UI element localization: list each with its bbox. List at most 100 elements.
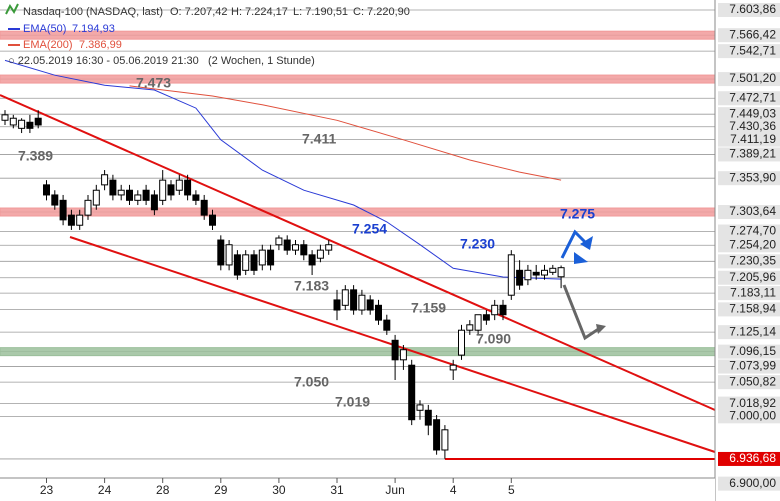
y-tick-label: 7.353,90 bbox=[729, 170, 776, 184]
candle-body bbox=[250, 254, 258, 271]
zone bbox=[0, 74, 716, 84]
y-tick-box bbox=[718, 254, 780, 269]
annotation: 7.254 bbox=[352, 221, 387, 237]
candle-body bbox=[325, 244, 333, 251]
candle-body bbox=[209, 214, 216, 226]
legend-value: 7.194,93 bbox=[72, 23, 115, 35]
ema-line bbox=[129, 85, 562, 181]
y-tick-label: 7.125,14 bbox=[729, 324, 776, 338]
legend-label: EMA(50) bbox=[23, 23, 66, 35]
y-tick-label: 7.254,20 bbox=[729, 237, 776, 251]
trend-line-upper bbox=[0, 94, 716, 411]
y-tick-label: 7.050,82 bbox=[729, 374, 776, 388]
y-tick-box bbox=[718, 375, 780, 390]
candle-body bbox=[18, 119, 26, 129]
candle-body bbox=[59, 199, 67, 221]
candle-body bbox=[9, 117, 17, 126]
y-tick-label: 7.230,35 bbox=[729, 254, 776, 268]
candle-body bbox=[516, 269, 524, 286]
x-tick-label: 31 bbox=[330, 483, 344, 497]
candle-body bbox=[408, 364, 416, 421]
candle-body bbox=[507, 254, 515, 296]
candle-body bbox=[333, 299, 341, 311]
candle-body bbox=[300, 244, 308, 256]
annotation: 7.090 bbox=[476, 331, 511, 347]
annotation: 7.411 bbox=[302, 131, 336, 147]
arrow-head bbox=[580, 236, 593, 250]
y-tick-box bbox=[718, 359, 780, 374]
candle-body bbox=[350, 289, 358, 311]
y-tick-label: 7.389,21 bbox=[729, 147, 776, 161]
candle-body bbox=[482, 314, 490, 321]
header: Nasdaq-100 (NASDAQ, last) O: 7.207,42 H:… bbox=[5, 3, 410, 67]
y-tick-label: 7.303,64 bbox=[729, 204, 776, 218]
annotation: 7.473 bbox=[136, 75, 171, 91]
candle-body bbox=[449, 364, 457, 371]
candle-body bbox=[375, 304, 382, 321]
zone bbox=[0, 347, 716, 357]
y-tick-label: 6.900,00 bbox=[729, 476, 776, 490]
candle-body bbox=[117, 189, 125, 196]
candle-body bbox=[424, 409, 432, 426]
y-tick-label: 7.472,71 bbox=[729, 90, 776, 104]
y-tick-box bbox=[718, 119, 780, 134]
interval: (2 Wochen, 1 Stunde) bbox=[208, 55, 315, 67]
y-tick-label: 7.501,20 bbox=[729, 71, 776, 85]
x-tick-label: 30 bbox=[272, 483, 286, 497]
y-tick-label: 7.183,11 bbox=[730, 285, 776, 299]
instrument: Nasdaq-100 (NASDAQ, last) bbox=[23, 6, 163, 18]
y-tick-box bbox=[718, 28, 780, 43]
y-tick-label: 7.158,94 bbox=[729, 302, 776, 316]
candle-body bbox=[92, 189, 100, 206]
candle-body bbox=[26, 121, 34, 129]
ohlc: H: 7.224,17 bbox=[231, 6, 288, 18]
candle-body bbox=[51, 194, 59, 206]
zone bbox=[0, 207, 716, 217]
y-tick-box bbox=[718, 132, 780, 147]
candle-body bbox=[258, 249, 266, 266]
arrow-head bbox=[574, 252, 588, 264]
candle-body bbox=[159, 179, 167, 201]
y-tick-box bbox=[718, 409, 780, 424]
y-tick-box bbox=[718, 270, 780, 285]
logo bbox=[5, 3, 19, 15]
candle-body bbox=[142, 189, 150, 201]
y-tick-box bbox=[718, 91, 780, 106]
annotation: 7.159 bbox=[411, 300, 446, 316]
candle-body bbox=[200, 199, 208, 216]
annotation: 7.183 bbox=[294, 278, 329, 294]
candle-body bbox=[491, 304, 499, 316]
y-tick-box bbox=[718, 171, 780, 186]
period: ○ 22.05.2019 16:30 - 05.06.2019 21:30 bbox=[8, 55, 199, 67]
arrow-down bbox=[562, 284, 601, 341]
x-axis-panel bbox=[0, 478, 715, 501]
x-tick-label: 5 bbox=[508, 483, 515, 497]
x-tick-label: 28 bbox=[156, 483, 170, 497]
y-tick-label: 7.000,00 bbox=[729, 409, 776, 423]
candle-body bbox=[474, 314, 482, 331]
y-tick-label: 7.018,92 bbox=[729, 396, 776, 410]
candle-body bbox=[84, 199, 92, 216]
candle-body bbox=[383, 319, 391, 331]
candle-body bbox=[341, 289, 349, 306]
y-tick-box bbox=[718, 224, 780, 239]
x-tick-label: Jun bbox=[385, 483, 404, 497]
y-tick-box bbox=[718, 2, 780, 17]
candle-body bbox=[101, 174, 109, 186]
candle-body bbox=[267, 249, 275, 266]
ohlc: L: 7.190,51 bbox=[293, 6, 348, 18]
annotation: 7.019 bbox=[335, 394, 370, 410]
candle-body bbox=[292, 244, 299, 251]
candle-body bbox=[109, 179, 117, 196]
candle-body bbox=[126, 189, 133, 201]
candle-body bbox=[242, 254, 250, 271]
y-tick-label: 7.566,42 bbox=[729, 27, 776, 41]
y-tick-label: 7.073,99 bbox=[729, 359, 776, 373]
y-tick-box bbox=[718, 451, 780, 466]
candle-body bbox=[34, 117, 42, 126]
candle-body bbox=[134, 194, 142, 201]
period-text: 22.05.2019 16:30 - 05.06.2019 21:30 bbox=[18, 55, 199, 67]
y-tick-box bbox=[718, 205, 780, 220]
y-tick-label: 7.430,36 bbox=[729, 119, 776, 133]
annotation: 7.275 bbox=[560, 206, 595, 222]
